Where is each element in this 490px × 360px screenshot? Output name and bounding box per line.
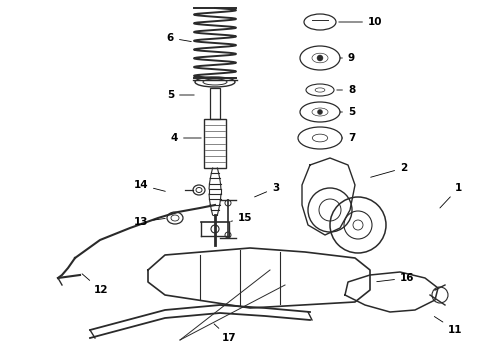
Text: 5: 5 — [167, 90, 194, 100]
Text: 4: 4 — [171, 133, 201, 143]
Text: 1: 1 — [440, 183, 462, 208]
Text: 16: 16 — [377, 273, 415, 283]
Text: 5: 5 — [340, 107, 355, 117]
Circle shape — [317, 55, 323, 61]
Text: 17: 17 — [214, 324, 237, 343]
Text: 14: 14 — [133, 180, 165, 191]
Text: 8: 8 — [337, 85, 355, 95]
Bar — [204, 119, 226, 168]
Text: 9: 9 — [340, 53, 355, 63]
Bar — [210, 88, 220, 119]
Text: 3: 3 — [255, 183, 279, 197]
Text: 11: 11 — [434, 316, 463, 335]
Text: 13: 13 — [133, 217, 165, 227]
Text: 2: 2 — [370, 163, 407, 177]
Text: 12: 12 — [82, 274, 108, 295]
Text: 7: 7 — [342, 133, 355, 143]
Text: 6: 6 — [167, 33, 191, 43]
Text: 10: 10 — [339, 17, 383, 27]
Text: 15: 15 — [231, 213, 252, 223]
Circle shape — [318, 109, 322, 114]
